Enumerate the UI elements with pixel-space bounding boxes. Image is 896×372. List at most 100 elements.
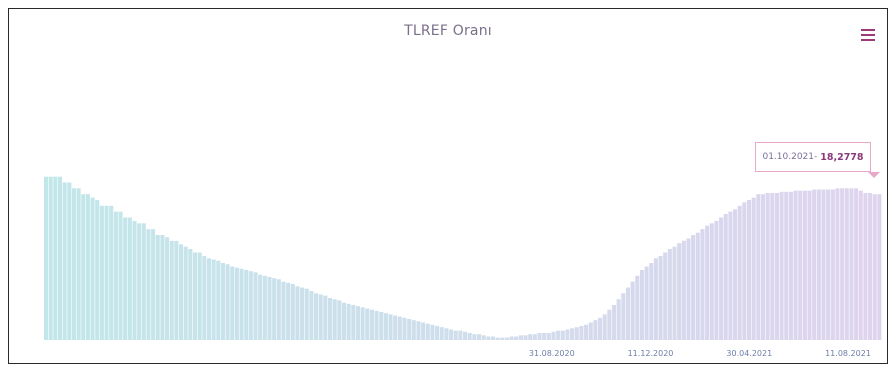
- bar[interactable]: [327, 298, 333, 340]
- bar[interactable]: [402, 317, 407, 340]
- bar[interactable]: [849, 188, 854, 340]
- bar[interactable]: [653, 258, 658, 340]
- bar[interactable]: [435, 326, 440, 340]
- bar[interactable]: [85, 194, 90, 340]
- bar[interactable]: [71, 188, 76, 340]
- bar[interactable]: [355, 306, 360, 340]
- bar[interactable]: [868, 193, 873, 340]
- bar[interactable]: [286, 282, 291, 340]
- bar[interactable]: [192, 252, 198, 341]
- bar[interactable]: [607, 309, 612, 340]
- bar[interactable]: [509, 336, 514, 341]
- bar[interactable]: [611, 305, 617, 340]
- bar[interactable]: [784, 191, 789, 340]
- bar[interactable]: [490, 336, 495, 341]
- bar[interactable]: [686, 238, 691, 341]
- bar[interactable]: [179, 244, 184, 340]
- bar[interactable]: [449, 329, 454, 341]
- bar[interactable]: [211, 259, 216, 341]
- bar[interactable]: [365, 308, 370, 341]
- bar[interactable]: [383, 313, 388, 340]
- bar[interactable]: [621, 293, 626, 340]
- bar[interactable]: [495, 337, 500, 340]
- bar[interactable]: [202, 256, 207, 340]
- bar[interactable]: [602, 314, 607, 340]
- bar[interactable]: [425, 323, 430, 340]
- bar[interactable]: [197, 252, 202, 341]
- bar[interactable]: [584, 324, 589, 340]
- bar[interactable]: [751, 197, 756, 340]
- bar[interactable]: [770, 193, 775, 340]
- bar[interactable]: [542, 333, 547, 340]
- bar[interactable]: [760, 194, 766, 340]
- bar[interactable]: [598, 317, 603, 340]
- bar[interactable]: [95, 200, 100, 340]
- bar[interactable]: [714, 221, 719, 340]
- bar[interactable]: [681, 240, 686, 340]
- bar[interactable]: [216, 260, 221, 340]
- bar[interactable]: [788, 191, 793, 340]
- bar[interactable]: [127, 217, 132, 341]
- bar[interactable]: [537, 333, 542, 340]
- bar[interactable]: [733, 209, 738, 340]
- bar[interactable]: [141, 223, 146, 340]
- bar[interactable]: [220, 263, 225, 340]
- bar[interactable]: [62, 182, 67, 341]
- bar[interactable]: [528, 334, 533, 340]
- bar[interactable]: [421, 322, 426, 341]
- bar[interactable]: [570, 328, 575, 340]
- bar[interactable]: [183, 246, 188, 340]
- bar[interactable]: [132, 221, 137, 340]
- bar[interactable]: [379, 312, 384, 340]
- bar[interactable]: [830, 189, 835, 341]
- bar[interactable]: [639, 270, 644, 340]
- bar[interactable]: [118, 211, 123, 340]
- bar[interactable]: [779, 191, 784, 340]
- bar[interactable]: [551, 331, 556, 340]
- bar[interactable]: [151, 229, 156, 340]
- bar[interactable]: [691, 235, 696, 340]
- bar[interactable]: [579, 326, 584, 340]
- bar[interactable]: [728, 211, 733, 340]
- bar[interactable]: [644, 266, 649, 341]
- bar[interactable]: [258, 274, 263, 340]
- bar[interactable]: [295, 286, 300, 340]
- bar[interactable]: [407, 319, 412, 340]
- bar[interactable]: [188, 249, 193, 340]
- bar[interactable]: [99, 205, 104, 340]
- bar[interactable]: [374, 310, 379, 340]
- bar[interactable]: [165, 237, 170, 340]
- bar[interactable]: [737, 205, 742, 340]
- bar[interactable]: [844, 188, 849, 340]
- bar[interactable]: [206, 258, 211, 340]
- bar[interactable]: [756, 194, 761, 340]
- bar[interactable]: [318, 294, 323, 341]
- bar[interactable]: [230, 266, 235, 341]
- bar[interactable]: [723, 214, 728, 340]
- bar[interactable]: [630, 281, 635, 340]
- bar[interactable]: [104, 205, 109, 340]
- bar[interactable]: [57, 176, 63, 340]
- bar[interactable]: [872, 194, 877, 340]
- bar[interactable]: [267, 277, 272, 340]
- bar[interactable]: [476, 334, 482, 340]
- bar[interactable]: [323, 295, 328, 340]
- bar[interactable]: [705, 225, 710, 340]
- bar[interactable]: [672, 246, 677, 340]
- bar[interactable]: [858, 190, 863, 340]
- bar[interactable]: [314, 293, 319, 340]
- bar[interactable]: [658, 256, 663, 340]
- bar[interactable]: [863, 193, 868, 340]
- bar[interactable]: [337, 300, 342, 340]
- bar[interactable]: [53, 176, 58, 340]
- bar[interactable]: [411, 320, 416, 340]
- bar[interactable]: [397, 316, 402, 340]
- bar[interactable]: [430, 324, 435, 340]
- bar[interactable]: [523, 335, 528, 340]
- bar[interactable]: [123, 217, 128, 341]
- bar[interactable]: [234, 267, 239, 340]
- bar[interactable]: [798, 190, 803, 340]
- bar[interactable]: [719, 217, 724, 341]
- bar[interactable]: [746, 200, 752, 340]
- bar[interactable]: [742, 202, 747, 340]
